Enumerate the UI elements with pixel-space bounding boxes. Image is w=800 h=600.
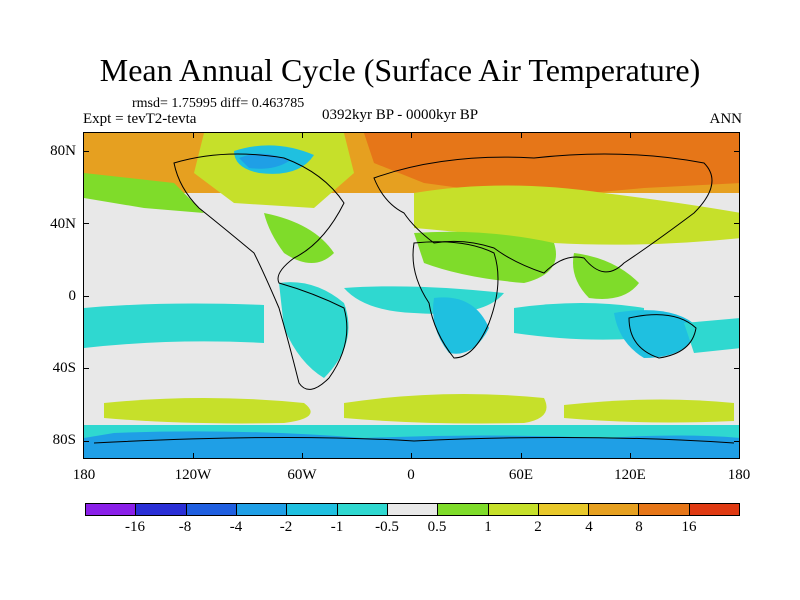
x-label-60w: 60W <box>287 467 317 483</box>
x-tick <box>630 453 631 459</box>
colorbar-swatch-7 <box>438 504 489 515</box>
x-tick-top <box>630 132 631 138</box>
eurasia-midlat-warming <box>414 185 739 245</box>
indian-ocean-cooling <box>514 303 644 340</box>
colorbar-label: 1 <box>484 519 492 535</box>
southern-ocean-warming-east <box>564 399 734 423</box>
colorbar-swatch-6 <box>387 504 439 515</box>
y-tick <box>83 368 89 369</box>
colorbar-swatch-5 <box>337 504 388 515</box>
y-tick-right <box>734 223 740 224</box>
x-tick-top <box>411 132 412 138</box>
colorbar-swatch-12 <box>689 504 740 515</box>
y-label-40n: 40N <box>50 216 76 232</box>
y-label-80s: 80S <box>52 432 76 448</box>
x-label-120w: 120W <box>174 467 212 483</box>
southern-ocean-warming-west <box>104 398 311 424</box>
colorbar-label: -16 <box>125 519 145 535</box>
rmsd-diff-stats: rmsd= 1.75995 diff= 0.463785 <box>132 96 305 111</box>
x-label-60e: 60E <box>508 467 534 483</box>
experiment-label: Expt = tevT2-tevta <box>83 111 197 127</box>
south-america-cooling <box>279 282 349 378</box>
colorbar-swatch-4 <box>287 504 338 515</box>
temperature-anomaly-map <box>83 132 740 459</box>
x-label-180-east: 180 <box>727 467 751 483</box>
colorbar-label: 0.5 <box>427 519 447 535</box>
colorbar-label: -1 <box>330 519 344 535</box>
y-tick-right <box>734 151 740 152</box>
colorbar-swatch-11 <box>639 504 690 515</box>
x-tick-top <box>521 132 522 138</box>
chart-title: Mean Annual Cycle (Surface Air Temperatu… <box>99 52 701 88</box>
x-tick <box>193 453 194 459</box>
y-label-80n: 80N <box>50 143 76 159</box>
y-tick <box>83 151 89 152</box>
eurasia-arctic-strong-warming <box>364 133 739 198</box>
colorbar-label: -2 <box>279 519 293 535</box>
southern-africa-cooling <box>433 297 489 354</box>
y-tick-right <box>734 296 740 297</box>
south-pacific-cooling <box>684 318 739 353</box>
colorbar-label: -8 <box>178 519 192 535</box>
colorbar-label: 16 <box>681 519 697 535</box>
y-label-40s: 40S <box>52 360 76 376</box>
y-tick-right <box>734 368 740 369</box>
y-tick <box>83 296 89 297</box>
colorbar-swatch-9 <box>538 504 590 515</box>
hudson-cooling-core <box>239 153 289 169</box>
colorbar-swatch-0 <box>86 504 137 515</box>
time-period-label: 0392kyr BP - 0000kyr BP <box>322 107 479 123</box>
pacific-north-warming <box>84 173 204 213</box>
x-label-120e: 120E <box>614 467 646 483</box>
y-tick <box>83 223 89 224</box>
y-label-0: 0 <box>68 288 77 304</box>
colorbar-swatch-10 <box>589 504 640 515</box>
x-label-180-west: 180 <box>72 467 96 483</box>
colorbar <box>85 503 740 516</box>
colorbar-label: -4 <box>229 519 243 535</box>
x-tick <box>411 453 412 459</box>
y-tick-right <box>734 441 740 442</box>
x-tick <box>302 453 303 459</box>
africa-north-warming <box>414 231 556 283</box>
southern-ocean-warming-central <box>344 394 547 424</box>
y-tick <box>83 441 89 442</box>
australia-cooling <box>614 310 699 358</box>
us-warming <box>264 213 334 263</box>
colorbar-label: 8 <box>635 519 643 535</box>
x-tick-top <box>302 132 303 138</box>
colorbar-label: 2 <box>534 519 542 535</box>
x-tick-top <box>193 132 194 138</box>
x-tick <box>521 453 522 459</box>
map-svg <box>84 133 739 458</box>
x-label-0: 0 <box>407 467 415 483</box>
season-label: ANN <box>709 111 743 127</box>
pacific-tropical-cooling <box>84 303 264 348</box>
colorbar-swatch-3 <box>236 504 288 515</box>
coastlines <box>93 153 735 444</box>
colorbar-label: 4 <box>585 519 593 535</box>
colorbar-swatch-2 <box>186 504 237 515</box>
colorbar-swatch-8 <box>488 504 539 515</box>
colorbar-label: -0.5 <box>375 519 399 535</box>
colorbar-swatch-1 <box>136 504 187 515</box>
